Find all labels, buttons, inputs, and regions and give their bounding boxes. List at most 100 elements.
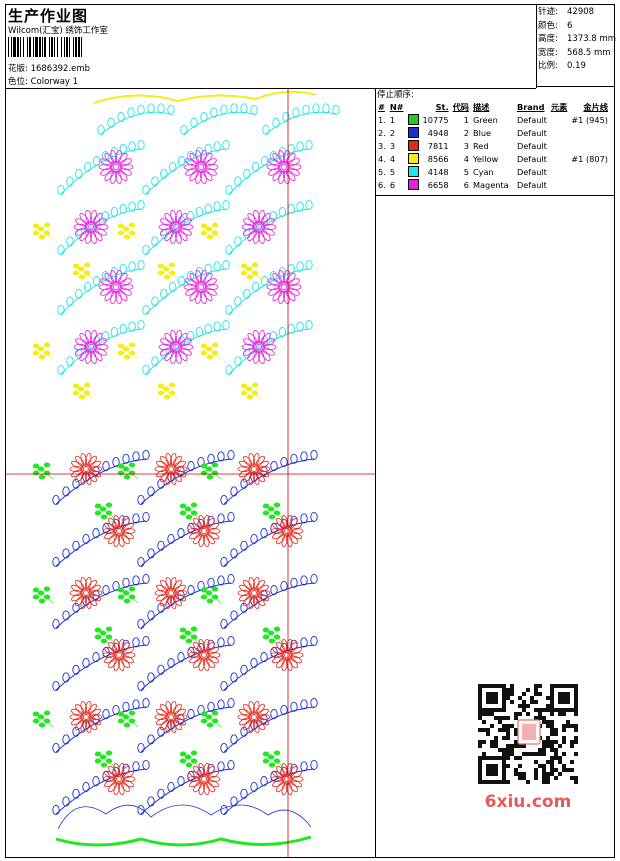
petal xyxy=(204,167,217,176)
thread-brand: Default xyxy=(516,114,547,125)
flower-center xyxy=(278,281,290,293)
vine-stem xyxy=(140,644,232,691)
sprig-leaf xyxy=(157,270,165,276)
leaf-loop xyxy=(282,111,290,122)
sprig-stem xyxy=(102,756,116,768)
petal xyxy=(92,349,103,361)
leaf-loop xyxy=(227,697,235,709)
petal xyxy=(104,655,117,664)
qr-module xyxy=(558,696,562,700)
sprig-leaf xyxy=(94,510,102,516)
petal xyxy=(189,646,202,655)
qr-module xyxy=(550,724,554,728)
qr-module xyxy=(562,696,566,700)
flower-motif xyxy=(187,762,221,796)
leaf-loop xyxy=(204,203,212,214)
leaf-loop xyxy=(52,556,60,568)
sprig-leaf xyxy=(268,638,276,644)
qr-module xyxy=(502,708,506,712)
petal xyxy=(71,460,84,469)
petal xyxy=(85,329,93,344)
petal xyxy=(256,593,269,602)
petal xyxy=(202,658,210,672)
sprig-leaf xyxy=(117,711,125,717)
sprig-leaf xyxy=(105,750,113,756)
leaf-loop xyxy=(312,103,320,114)
thread-brand: Default xyxy=(516,127,547,138)
flower-core xyxy=(116,652,122,658)
qr-logo-inner xyxy=(522,724,536,740)
qr-module xyxy=(558,684,562,688)
design-stats: 针迹: 42908 颜色: 6 高度: 1373.8 mm 宽度: 568.5 mm 比… xyxy=(538,6,616,74)
petal xyxy=(247,349,258,361)
petal xyxy=(170,350,178,365)
leaf-loop xyxy=(269,211,278,222)
leaf-loop xyxy=(102,709,110,720)
leaf-loop xyxy=(92,776,100,787)
petal xyxy=(172,719,182,731)
petal xyxy=(189,289,200,301)
vine-stem xyxy=(55,768,147,815)
qr-module xyxy=(562,724,566,728)
sprig-leaf xyxy=(200,350,208,356)
petal xyxy=(257,230,265,245)
leaf-loop xyxy=(230,103,238,114)
sprig-leaf xyxy=(262,503,270,509)
sprig-motif xyxy=(200,462,222,480)
stop-number: 4. xyxy=(378,153,386,164)
stop-number: 6. xyxy=(378,179,386,190)
petal xyxy=(75,218,88,227)
petal xyxy=(195,290,203,305)
petal xyxy=(248,720,256,734)
qr-module xyxy=(562,692,566,696)
qr-module xyxy=(546,724,550,728)
sprig-leaf xyxy=(200,463,208,469)
petal xyxy=(193,517,203,529)
sprig-leaf xyxy=(128,586,136,592)
sprig-leaf xyxy=(211,586,219,592)
sprig-motif xyxy=(240,262,262,280)
leaf-loop xyxy=(137,259,145,271)
petal xyxy=(285,169,296,181)
petal xyxy=(169,472,177,486)
petal xyxy=(113,514,121,528)
sprig-leaf xyxy=(32,718,40,724)
leaf-loop xyxy=(225,364,233,376)
qr-module xyxy=(574,692,578,696)
petal xyxy=(205,533,215,545)
flower-core xyxy=(168,466,174,472)
leaf-loop xyxy=(204,143,212,154)
sprig-leaf xyxy=(251,270,259,276)
sprig-leaf xyxy=(179,627,187,633)
petal xyxy=(256,708,269,717)
qr-module xyxy=(486,772,490,776)
flower-core xyxy=(87,343,95,351)
petal xyxy=(257,714,271,720)
leaf-loop xyxy=(167,533,175,545)
leaf-loop xyxy=(227,759,235,771)
petal xyxy=(75,719,85,731)
petal xyxy=(110,170,118,185)
flower-core xyxy=(280,283,288,291)
sprig-leaf xyxy=(123,598,131,604)
petal xyxy=(164,349,175,361)
vine-motif xyxy=(220,573,318,630)
petal xyxy=(156,460,169,469)
sprig-stem xyxy=(80,388,94,400)
leaf-loop xyxy=(260,276,269,287)
leaf-loop xyxy=(300,575,308,586)
sprig-leaf xyxy=(163,394,171,400)
leaf-loop xyxy=(234,296,242,307)
petal xyxy=(108,533,118,545)
leaf-loop xyxy=(177,776,185,787)
leaf-loop xyxy=(220,618,228,630)
barcode-bar xyxy=(61,37,62,57)
petal xyxy=(104,169,115,181)
leaf-loop xyxy=(128,261,136,272)
leaf-loop xyxy=(82,657,90,669)
vine-stem xyxy=(228,268,310,315)
leaf-loop xyxy=(292,107,300,118)
qr-module xyxy=(494,684,498,688)
petal xyxy=(84,596,92,610)
sprig-leaf xyxy=(105,634,113,640)
